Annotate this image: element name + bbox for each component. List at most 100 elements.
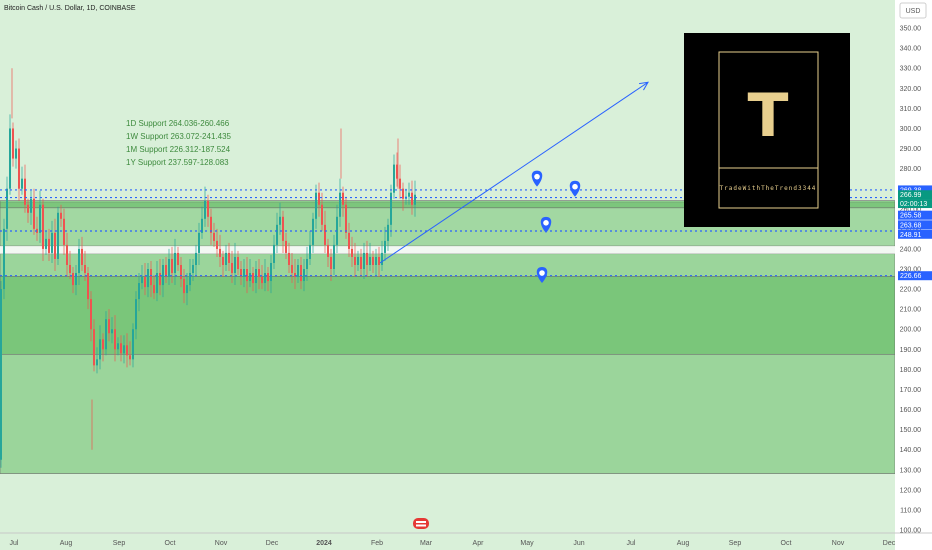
candle-body bbox=[12, 128, 14, 159]
y-tick-label: 100.00 bbox=[900, 528, 922, 535]
support-zones bbox=[0, 200, 896, 474]
candle-body bbox=[66, 244, 68, 265]
logo-caption: TradeWithTheTrend3344 bbox=[720, 185, 817, 192]
y-tick-label: 110.00 bbox=[900, 507, 921, 514]
candle-body bbox=[210, 216, 212, 233]
candle-body bbox=[114, 329, 116, 350]
candle-body bbox=[300, 264, 302, 282]
price-tag-label: 265.58 bbox=[900, 213, 922, 220]
candle-body bbox=[393, 164, 395, 193]
candle-body bbox=[132, 329, 134, 360]
y-tick-label: 190.00 bbox=[900, 347, 922, 354]
candle-body bbox=[267, 273, 269, 282]
candle-body bbox=[261, 277, 263, 284]
time-scale[interactable]: Jul Aug Sep Oct Nov Dec 2024 Feb Mar Apr May Jun Jul… bbox=[10, 540, 896, 547]
candle-body bbox=[93, 329, 95, 366]
candle-body bbox=[390, 192, 392, 225]
x-tick-label: Nov bbox=[832, 540, 845, 547]
x-tick-label: Oct bbox=[165, 540, 176, 547]
candle-body bbox=[186, 285, 188, 294]
x-tick-label: Jul bbox=[10, 540, 19, 547]
candle-body bbox=[195, 252, 197, 265]
y-tick-label: 220.00 bbox=[900, 287, 922, 294]
candle-body bbox=[192, 264, 194, 274]
candle-body bbox=[294, 273, 296, 278]
y-tick-label: 310.00 bbox=[900, 106, 922, 113]
pin-marker-icon bbox=[536, 267, 548, 284]
candle-body bbox=[57, 212, 59, 259]
candle-body bbox=[207, 200, 209, 217]
y-tick-label: 180.00 bbox=[900, 367, 922, 374]
candle-body bbox=[327, 244, 329, 257]
candle-body bbox=[219, 248, 221, 257]
candle-body bbox=[51, 232, 53, 253]
x-tick-label: 2024 bbox=[316, 540, 332, 547]
candle-body bbox=[339, 192, 341, 217]
candles bbox=[0, 68, 416, 468]
price-tag bbox=[898, 185, 932, 195]
candle-body bbox=[291, 264, 293, 274]
candle-body bbox=[153, 285, 155, 294]
x-tick-label: Dec bbox=[883, 540, 896, 547]
candle-body bbox=[90, 299, 92, 330]
candle-body bbox=[363, 252, 365, 269]
x-tick-label: Jul bbox=[627, 540, 636, 547]
candle-body bbox=[72, 273, 74, 286]
candle-body bbox=[9, 128, 11, 189]
candle-body bbox=[399, 178, 401, 189]
y-tick-label: 200.00 bbox=[900, 327, 922, 334]
pin-marker-icon bbox=[540, 216, 552, 233]
zone-gap bbox=[0, 246, 895, 254]
y-tick-label: 280.00 bbox=[900, 166, 922, 173]
logo-background bbox=[684, 33, 850, 227]
y-tick-label: 210.00 bbox=[900, 307, 922, 314]
candle-body bbox=[360, 256, 362, 269]
x-tick-label: Sep bbox=[729, 540, 742, 547]
candle-body bbox=[303, 269, 305, 282]
y-tick-label: 320.00 bbox=[900, 86, 922, 93]
candle-body bbox=[297, 264, 299, 278]
price-tag bbox=[898, 271, 932, 281]
candle-body bbox=[201, 218, 203, 233]
candle-body bbox=[177, 252, 179, 265]
candle-body bbox=[126, 345, 128, 356]
candle-body bbox=[216, 240, 218, 249]
candle-body bbox=[129, 355, 131, 360]
candle-body bbox=[99, 339, 101, 360]
candle-body bbox=[387, 224, 389, 241]
candle-body bbox=[357, 256, 359, 265]
candle-body bbox=[54, 232, 56, 259]
candle-body bbox=[117, 343, 119, 350]
y-tick-label: 140.00 bbox=[900, 447, 922, 454]
pin-hole bbox=[534, 173, 540, 180]
y-tick-label: 160.00 bbox=[900, 407, 922, 414]
x-tick-label: Mar bbox=[420, 540, 433, 547]
pin-hole bbox=[572, 183, 578, 190]
price-tag bbox=[898, 190, 932, 200]
candle-body bbox=[330, 256, 332, 269]
candle-body bbox=[198, 232, 200, 253]
price-tag-label: 02:00:13 bbox=[900, 201, 927, 208]
x-tick-label: May bbox=[520, 540, 534, 547]
candle-body bbox=[333, 244, 335, 269]
candle-body bbox=[258, 269, 260, 278]
candle-body bbox=[78, 248, 80, 274]
candle-body bbox=[123, 345, 125, 354]
candle-body bbox=[168, 258, 170, 278]
candle-body bbox=[228, 252, 230, 263]
flag-icon[interactable] bbox=[413, 518, 429, 529]
x-tick-label: Feb bbox=[371, 540, 383, 547]
candle-body bbox=[240, 269, 242, 278]
candle-body bbox=[45, 238, 47, 249]
candle-body bbox=[189, 273, 191, 286]
annotation-1w: 1W Support 263.072-241.435 bbox=[126, 132, 232, 141]
candle-body bbox=[150, 269, 152, 286]
currency-button[interactable]: USD bbox=[899, 2, 927, 19]
candle-body bbox=[174, 252, 176, 274]
candle-body bbox=[354, 256, 356, 265]
price-tag-label: 226.66 bbox=[900, 273, 922, 280]
candle-body bbox=[165, 264, 167, 278]
pin-hole bbox=[539, 270, 545, 276]
price-tag bbox=[898, 229, 932, 239]
